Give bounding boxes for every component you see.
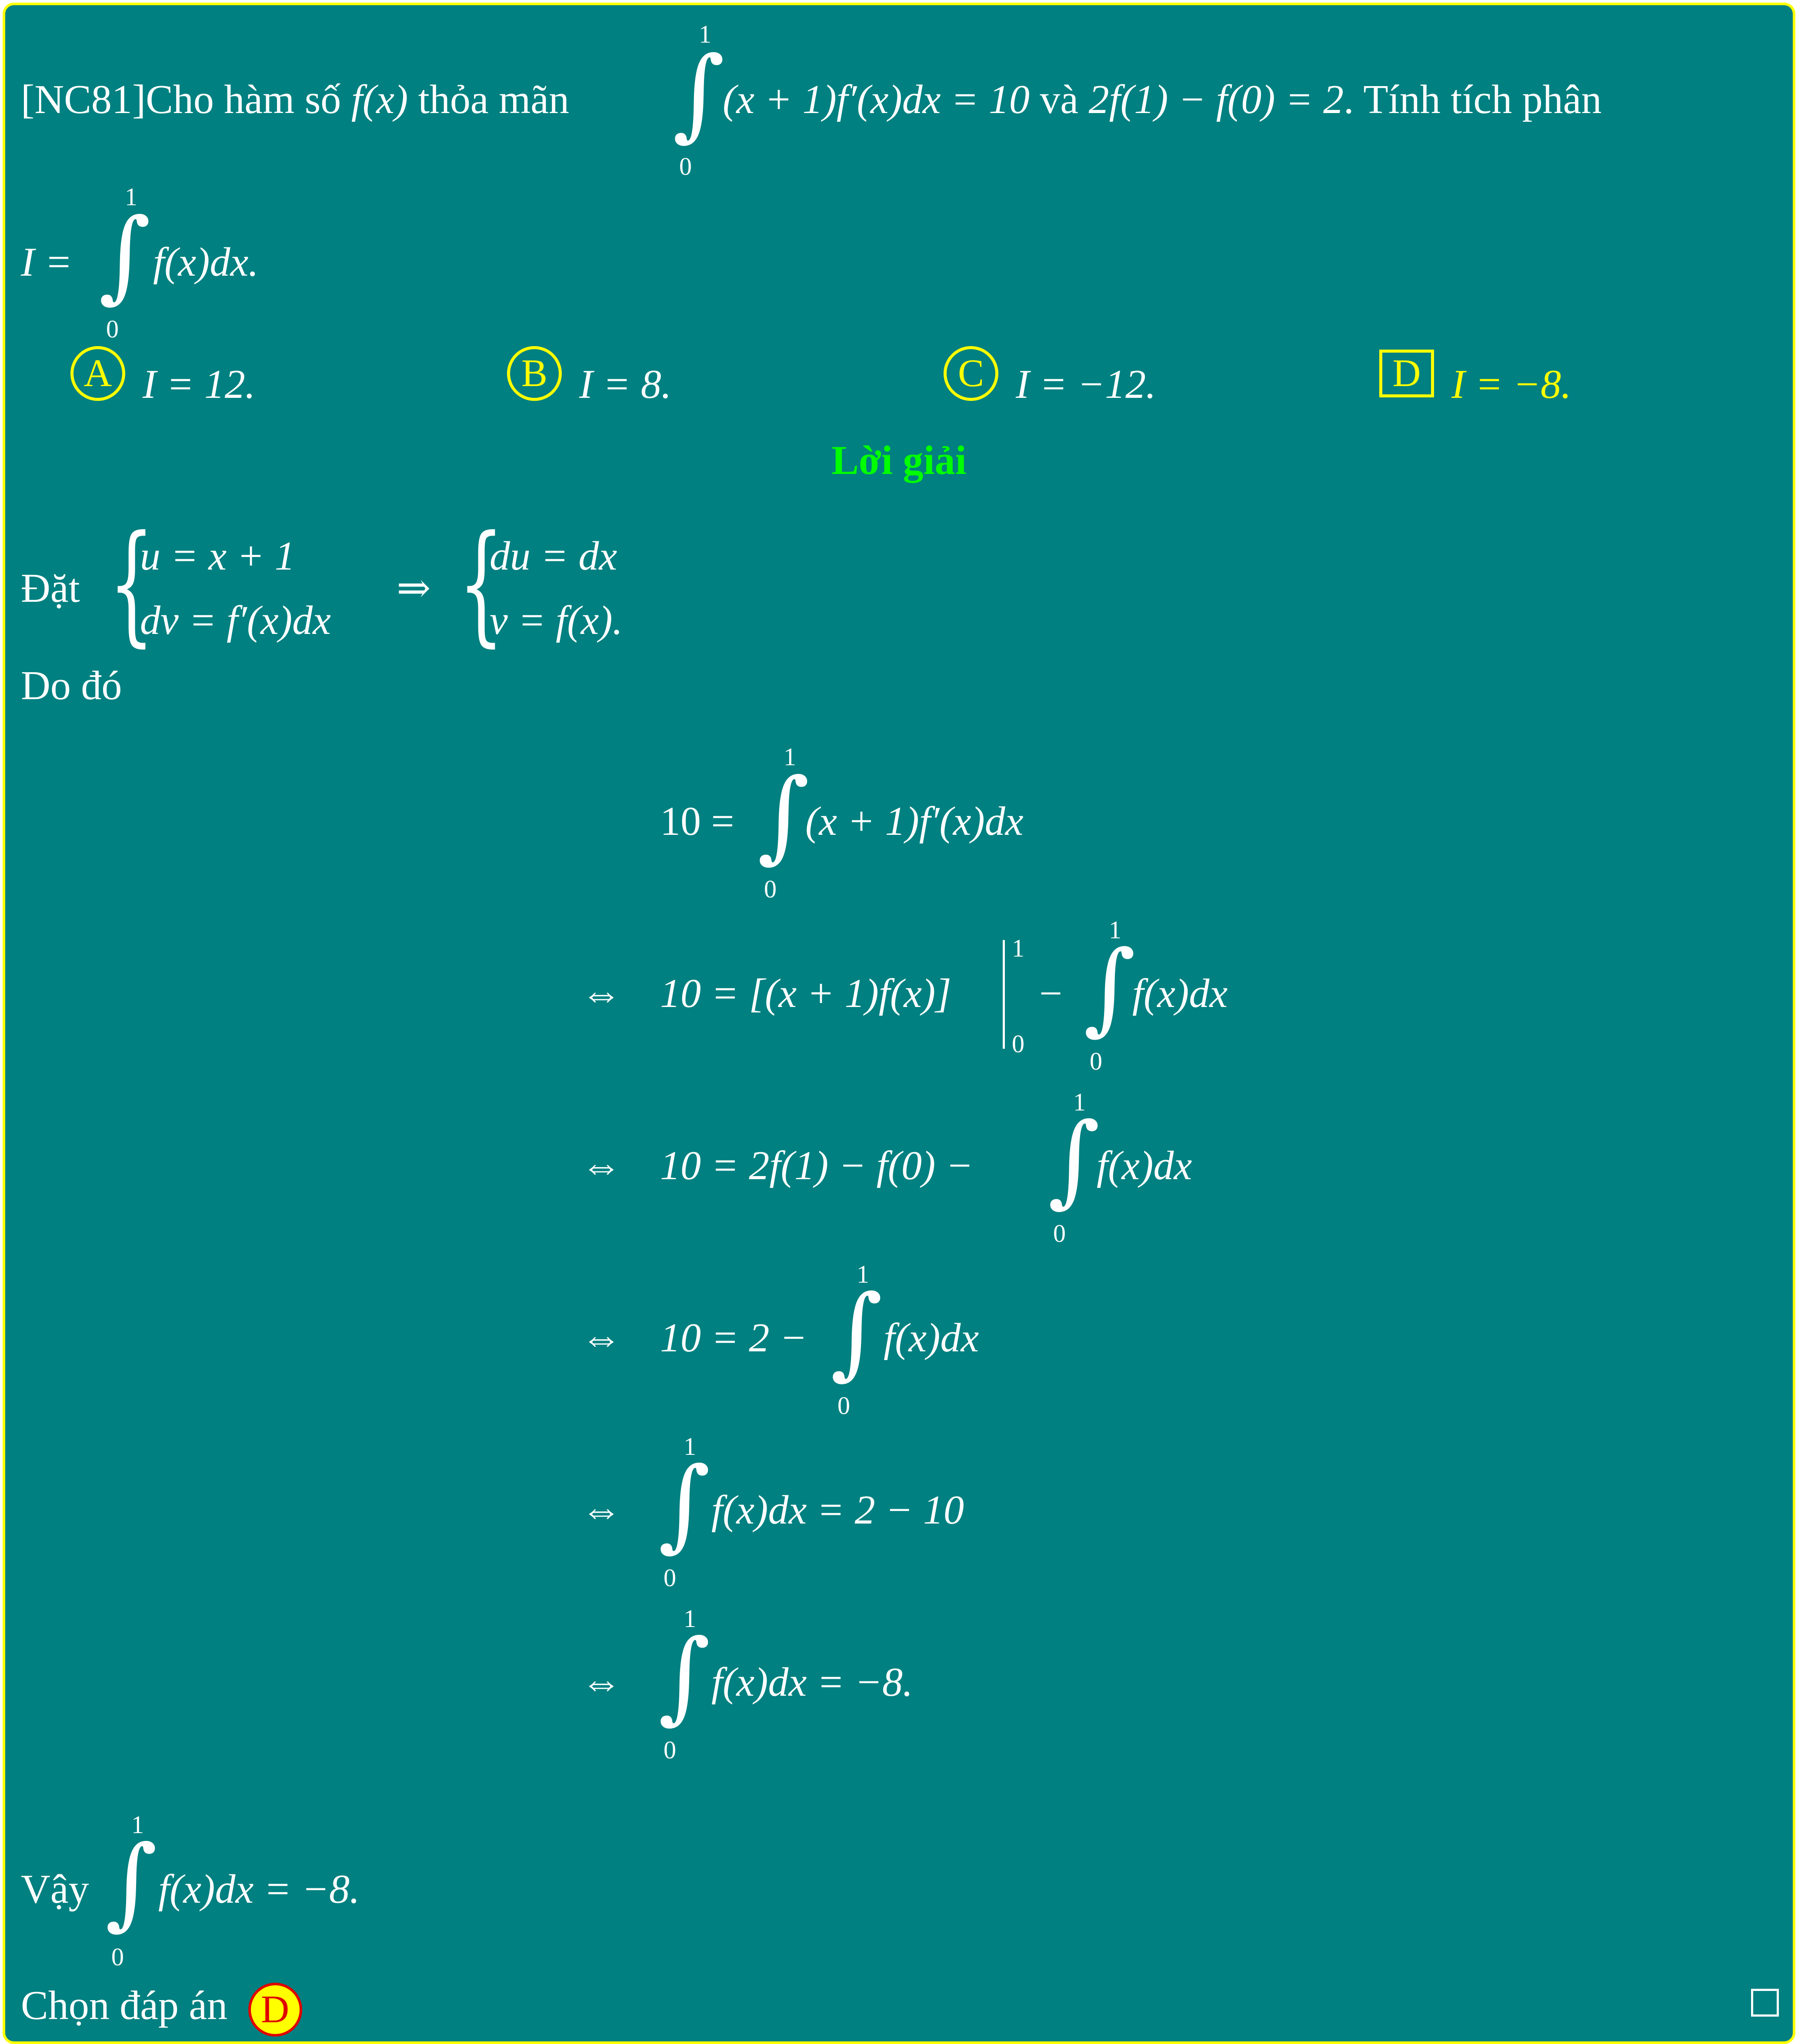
vay-label: Vậy [21,1867,89,1912]
sub-left-1: u = x + 1 [140,534,295,579]
integral-upper-limit: 1 [131,1811,144,1839]
integral-lower-limit: 0 [1090,1047,1102,1075]
problem-intro: Cho hàm số [146,77,351,122]
integral-upper-limit: 1 [684,1432,696,1460]
solution-heading: Lời giải [831,438,967,483]
answer-badge: D [248,1983,302,2037]
integral-upper-limit: 1 [1109,916,1121,944]
iff-symbol: ⇔ [581,1315,622,1360]
sub-left-2: dv = f′(x)dx [140,598,331,643]
problem-line-1-cont: (x + 1)f′(x)dx = 10 và 2f(1) − f(0) = 2.… [723,79,1601,120]
integral-sign: ∫ [831,1274,883,1390]
I-equals: I = [21,240,73,285]
integrand-1: (x + 1)f′(x)dx = 10 [723,77,1030,122]
integral-lower-limit: 0 [111,1943,124,1971]
choice-label-c: C [944,346,998,401]
chon-dap-an: Chọn đáp án D [21,1983,302,2037]
choice-label-d: D [1379,350,1434,397]
integral-lower-limit: 0 [664,1564,676,1592]
do-do-label: Do đó [21,663,122,708]
eq2-minus: − [1039,971,1063,1016]
left-brace: { [109,507,154,659]
integral-lower-limit: 0 [837,1391,850,1420]
integrand-2: f(x)dx. [153,240,259,285]
integral-sign: ∫ [757,757,810,874]
iff-symbol: ⇔ [581,1487,622,1533]
integral-sign: ∫ [105,1824,157,1941]
eval-upper-limit: 1 [1012,934,1024,962]
integral-lower-limit: 0 [664,1736,676,1764]
choice-b[interactable]: B I = 8. [507,346,671,405]
eq3-right: f(x)dx [1097,1143,1192,1188]
problem-line-1: [NC81]Cho hàm số f(x) thỏa mãn [21,79,569,120]
integral-sign: ∫ [658,1618,711,1734]
integral-upper-limit: 1 [784,743,796,771]
implies-arrow: ⇒ [397,566,431,611]
iff-symbol: ⇔ [581,1660,622,1705]
dat-label: Đặt [21,566,80,611]
eq4-right: f(x)dx [884,1315,979,1360]
right-brace: { [458,507,504,659]
integral-sign: ∫ [1084,930,1136,1046]
choice-text-b: I = 8. [579,362,672,407]
choice-d[interactable]: D I = −8. [1379,350,1571,405]
eq2-right: f(x)dx [1132,971,1228,1016]
integral-sign: ∫ [658,1446,711,1562]
choice-text-a: I = 12. [143,362,256,407]
integral-upper-limit: 1 [1073,1088,1086,1116]
problem-tail: . Tính tích phân [1343,77,1602,122]
integral-sign: ∫ [99,197,151,313]
problem-tag: [NC81] [21,77,146,122]
sub-right-2: v = f(x). [490,598,623,643]
integral-sign: ∫ [1048,1102,1100,1218]
choice-label-a: A [70,346,125,401]
iff-symbol: ⇔ [581,1143,622,1188]
eq1-right: (x + 1)f′(x)dx [805,799,1024,844]
sub-right-1: du = dx [490,534,617,579]
choice-text-d: I = −8. [1451,362,1571,407]
choice-c[interactable]: C I = −12. [944,346,1156,405]
eval-lower-limit: 0 [1012,1030,1024,1058]
integral-lower-limit: 0 [764,875,777,903]
integral-lower-limit: 0 [106,315,119,343]
evaluation-bar [1003,940,1005,1049]
condition: 2f(1) − f(0) = 2 [1088,77,1344,122]
integral-lower-limit: 0 [679,152,692,180]
integral-upper-limit: 1 [699,20,711,48]
eq2-left: 10 = [(x + 1)f(x)] [660,971,951,1016]
integral-sign: ∫ [673,36,725,152]
eq3-left: 10 = 2f(1) − f(0) − [660,1143,974,1188]
conjunction-va: và [1029,77,1089,122]
iff-symbol: ⇔ [581,971,622,1016]
choice-text-c: I = −12. [1016,362,1156,407]
integral-upper-limit: 1 [857,1260,869,1288]
integral-upper-limit: 1 [125,183,137,211]
chon-dap-an-label: Chọn đáp án [21,1983,228,2028]
choice-label-b: B [507,346,562,401]
problem-thoa-man: thỏa mãn [408,77,569,122]
qed-square-icon [1751,1989,1779,2017]
eq5-right: f(x)dx = 2 − 10 [711,1487,964,1533]
problem-panel: [NC81]Cho hàm số f(x) thỏa mãn ∫ 1 0 (x … [3,3,1795,2044]
integral-lower-limit: 0 [1053,1219,1066,1247]
choice-a[interactable]: A I = 12. [70,346,255,405]
eq4-left: 10 = 2 − [660,1315,807,1360]
eq1-left: 10 = [660,799,734,844]
eq6-right: f(x)dx = −8. [711,1660,913,1705]
vay-right: f(x)dx = −8. [158,1867,360,1912]
function-name: f(x) [351,77,408,122]
integral-upper-limit: 1 [684,1604,696,1633]
